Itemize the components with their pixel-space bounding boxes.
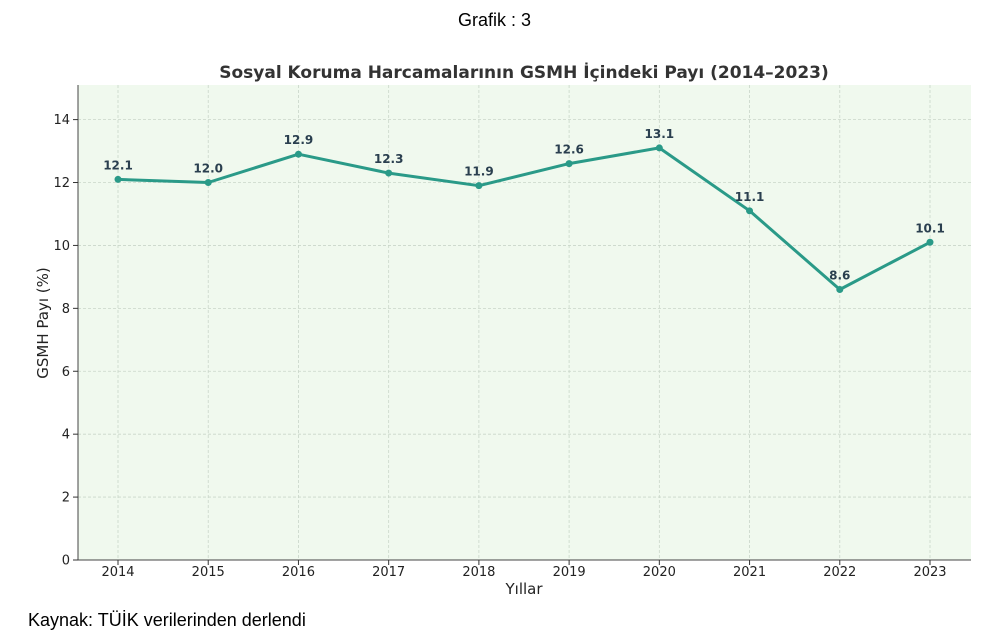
data-label: 12.3 bbox=[374, 152, 404, 166]
x-tick-label: 2016 bbox=[282, 565, 315, 580]
data-point bbox=[204, 179, 212, 187]
data-point bbox=[926, 238, 934, 246]
figure-caption: Grafik : 3 bbox=[457, 10, 532, 30]
data-label: 11.9 bbox=[464, 165, 494, 179]
series-line bbox=[117, 146, 931, 291]
data-points bbox=[114, 144, 934, 293]
x-tick-label: 2018 bbox=[462, 565, 495, 580]
data-label: 8.6 bbox=[829, 268, 850, 282]
y-tick-label: 14 bbox=[53, 113, 70, 128]
data-labels: 12.1 12.0 12.9 12.3 11.9 12.6 13.1 11.1 8.6 10.1 bbox=[103, 127, 945, 283]
grid bbox=[78, 85, 971, 560]
data-point bbox=[836, 285, 844, 293]
chart-title: Sosyal Koruma Harcamalarının GSMH İçinde… bbox=[219, 61, 829, 83]
data-point bbox=[746, 207, 754, 215]
x-tick-label: 2014 bbox=[101, 565, 134, 580]
data-label: 10.1 bbox=[915, 221, 945, 235]
source-note: Kaynak: TÜİK verilerinden derlendi bbox=[28, 610, 306, 630]
data-point bbox=[114, 175, 122, 183]
data-label: 12.6 bbox=[554, 143, 584, 157]
data-point bbox=[385, 169, 393, 177]
data-label: 12.9 bbox=[284, 133, 314, 147]
x-tick-label: 2015 bbox=[192, 565, 225, 580]
x-axis-ticks: 2014 2015 2016 2017 2018 2019 2020 2021 2022 2023 bbox=[101, 560, 947, 580]
data-label: 11.1 bbox=[735, 190, 765, 204]
x-tick-label: 2021 bbox=[733, 565, 766, 580]
data-label: 12.1 bbox=[103, 158, 133, 172]
x-tick-label: 2022 bbox=[823, 565, 856, 580]
y-tick-label: 0 bbox=[62, 554, 70, 569]
axes bbox=[77, 85, 971, 561]
series-line-group bbox=[117, 146, 931, 291]
data-point bbox=[294, 150, 302, 158]
x-tick-label: 2019 bbox=[553, 565, 586, 580]
y-tick-label: 2 bbox=[62, 491, 70, 506]
y-tick-label: 12 bbox=[53, 176, 70, 191]
y-axis-ticks: 0 2 4 6 8 10 12 14 bbox=[53, 113, 78, 569]
y-tick-label: 6 bbox=[62, 365, 70, 380]
y-tick-label: 4 bbox=[62, 428, 70, 443]
data-label: 12.0 bbox=[193, 162, 223, 176]
x-tick-label: 2017 bbox=[372, 565, 405, 580]
data-label: 13.1 bbox=[645, 127, 675, 141]
data-point bbox=[475, 182, 483, 190]
x-axis-label: Yıllar bbox=[504, 580, 543, 598]
x-tick-label: 2023 bbox=[913, 565, 946, 580]
x-tick-label: 2020 bbox=[643, 565, 676, 580]
data-point bbox=[655, 144, 663, 152]
y-axis-label: GSMH Payı (%) bbox=[34, 267, 52, 378]
y-tick-label: 8 bbox=[62, 302, 70, 317]
plot-area bbox=[78, 85, 971, 560]
data-point bbox=[565, 160, 573, 168]
y-tick-label: 10 bbox=[53, 239, 70, 254]
